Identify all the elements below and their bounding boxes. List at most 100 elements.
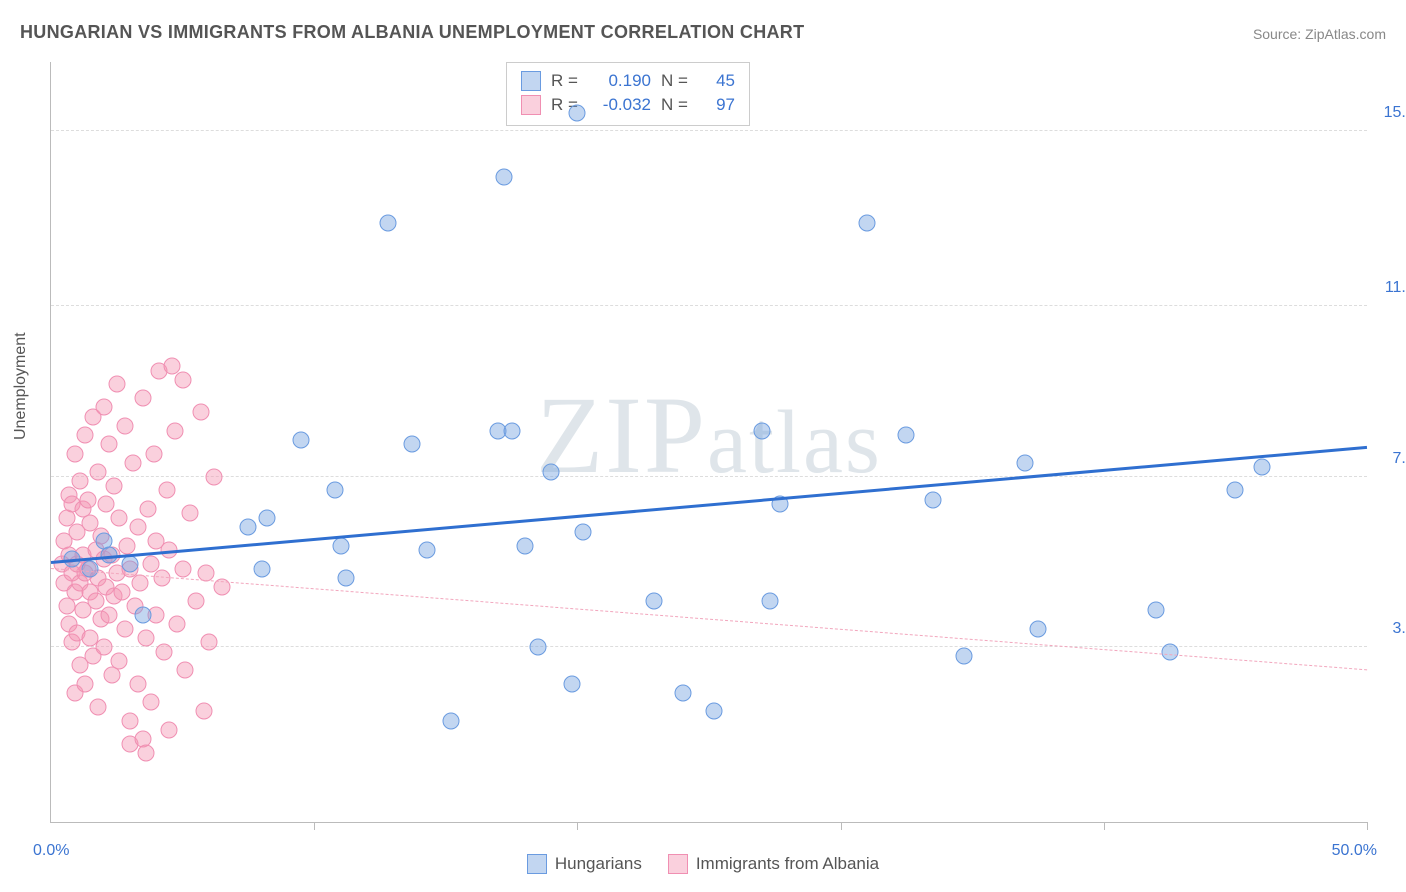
data-point-immigrants_albania — [145, 445, 162, 462]
data-point-immigrants_albania — [95, 638, 112, 655]
data-point-hungarians — [503, 422, 520, 439]
chart-title: HUNGARIAN VS IMMIGRANTS FROM ALBANIA UNE… — [20, 22, 804, 43]
legend-item-albania: Immigrants from Albania — [668, 854, 879, 874]
legend: Hungarians Immigrants from Albania — [0, 854, 1406, 874]
swatch-albania — [521, 95, 541, 115]
r-value-hungarians: 0.190 — [591, 71, 651, 91]
data-point-immigrants_albania — [169, 615, 186, 632]
data-point-immigrants_albania — [135, 390, 152, 407]
legend-swatch-hungarians — [527, 854, 547, 874]
watermark: ZIPatlas — [536, 372, 882, 499]
data-point-immigrants_albania — [66, 445, 83, 462]
stats-row-hungarians: R = 0.190 N = 45 — [521, 69, 735, 93]
data-point-hungarians — [327, 482, 344, 499]
data-point-immigrants_albania — [193, 404, 210, 421]
data-point-immigrants_albania — [119, 537, 136, 554]
data-point-immigrants_albania — [98, 496, 115, 513]
data-point-hungarians — [858, 215, 875, 232]
n-value-albania: 97 — [705, 95, 735, 115]
data-point-immigrants_albania — [87, 592, 104, 609]
data-point-immigrants_albania — [195, 703, 212, 720]
data-point-immigrants_albania — [108, 376, 125, 393]
data-point-hungarians — [443, 712, 460, 729]
r-value-albania: -0.032 — [591, 95, 651, 115]
data-point-hungarians — [924, 491, 941, 508]
legend-label-albania: Immigrants from Albania — [696, 854, 879, 874]
data-point-hungarians — [753, 422, 770, 439]
data-point-hungarians — [337, 569, 354, 586]
data-point-immigrants_albania — [206, 468, 223, 485]
data-point-immigrants_albania — [174, 371, 191, 388]
data-point-hungarians — [529, 638, 546, 655]
gridline — [51, 476, 1367, 477]
data-point-immigrants_albania — [95, 399, 112, 416]
source-attribution: Source: ZipAtlas.com — [1253, 26, 1386, 42]
data-point-immigrants_albania — [161, 721, 178, 738]
y-axis-label: Unemployment — [12, 332, 30, 440]
data-point-immigrants_albania — [116, 417, 133, 434]
data-point-hungarians — [569, 104, 586, 121]
data-point-hungarians — [956, 648, 973, 665]
n-label: N = — [661, 95, 691, 115]
r-label: R = — [551, 71, 581, 91]
data-point-immigrants_albania — [90, 698, 107, 715]
data-point-hungarians — [564, 675, 581, 692]
x-tick — [841, 822, 842, 830]
x-tick — [577, 822, 578, 830]
x-tick — [314, 822, 315, 830]
data-point-hungarians — [240, 519, 257, 536]
source-name: ZipAtlas.com — [1305, 26, 1386, 42]
gridline — [51, 130, 1367, 131]
data-point-immigrants_albania — [200, 634, 217, 651]
data-point-immigrants_albania — [114, 583, 131, 600]
data-point-hungarians — [574, 523, 591, 540]
trend-line-immigrants_albania — [51, 568, 1367, 670]
data-point-hungarians — [761, 592, 778, 609]
data-point-immigrants_albania — [121, 712, 138, 729]
data-point-immigrants_albania — [129, 519, 146, 536]
data-point-immigrants_albania — [79, 491, 96, 508]
correlation-stats-box: R = 0.190 N = 45 R = -0.032 N = 97 — [506, 62, 750, 126]
trend-line-hungarians — [51, 446, 1367, 564]
data-point-immigrants_albania — [129, 675, 146, 692]
n-label: N = — [661, 71, 691, 91]
data-point-hungarians — [1148, 602, 1165, 619]
data-point-immigrants_albania — [174, 560, 191, 577]
data-point-immigrants_albania — [100, 606, 117, 623]
y-tick-label: 3.8% — [1374, 620, 1406, 638]
data-point-immigrants_albania — [156, 643, 173, 660]
data-point-immigrants_albania — [164, 358, 181, 375]
data-point-immigrants_albania — [111, 510, 128, 527]
data-point-immigrants_albania — [137, 629, 154, 646]
data-point-immigrants_albania — [116, 620, 133, 637]
data-point-hungarians — [516, 537, 533, 554]
stats-row-albania: R = -0.032 N = 97 — [521, 93, 735, 117]
data-point-hungarians — [419, 542, 436, 559]
legend-label-hungarians: Hungarians — [555, 854, 642, 874]
data-point-immigrants_albania — [111, 652, 128, 669]
gridline — [51, 305, 1367, 306]
data-point-hungarians — [645, 592, 662, 609]
data-point-immigrants_albania — [177, 662, 194, 679]
data-point-immigrants_albania — [158, 482, 175, 499]
data-point-immigrants_albania — [166, 422, 183, 439]
data-point-hungarians — [258, 510, 275, 527]
data-point-immigrants_albania — [140, 500, 157, 517]
data-point-hungarians — [253, 560, 270, 577]
x-tick — [1367, 822, 1368, 830]
data-point-hungarians — [82, 560, 99, 577]
data-point-immigrants_albania — [182, 505, 199, 522]
swatch-hungarians — [521, 71, 541, 91]
legend-swatch-albania — [668, 854, 688, 874]
data-point-hungarians — [121, 556, 138, 573]
data-point-hungarians — [1030, 620, 1047, 637]
data-point-immigrants_albania — [90, 463, 107, 480]
data-point-immigrants_albania — [137, 744, 154, 761]
data-point-immigrants_albania — [71, 473, 88, 490]
data-point-hungarians — [379, 215, 396, 232]
data-point-hungarians — [1253, 459, 1270, 476]
data-point-hungarians — [543, 463, 560, 480]
data-point-immigrants_albania — [77, 675, 94, 692]
data-point-hungarians — [293, 431, 310, 448]
data-point-immigrants_albania — [100, 436, 117, 453]
